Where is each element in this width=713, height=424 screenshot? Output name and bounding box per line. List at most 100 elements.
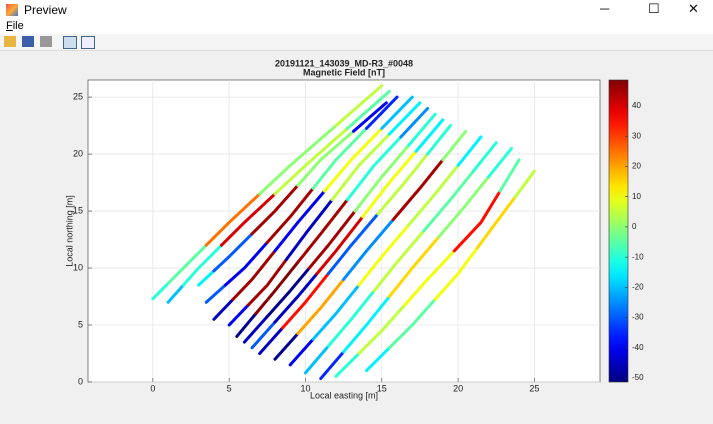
track-segment — [311, 283, 361, 341]
track-segment — [357, 303, 407, 356]
colorbar-tick-label: 20 — [632, 162, 641, 171]
track-segment — [281, 272, 330, 330]
title-bar: Preview ─ ☐ ✕ — [0, 0, 713, 20]
track-segment — [437, 175, 491, 239]
track-segment — [513, 169, 536, 199]
chart: 20191121_143039_MD-R3_#0048 Magnetic Fie… — [0, 51, 713, 424]
track-segment — [273, 272, 319, 324]
track-segment — [342, 295, 391, 354]
track-segment — [307, 209, 357, 270]
track-segment — [357, 223, 410, 287]
track-segment — [334, 84, 384, 128]
track-segment — [330, 132, 391, 202]
y-tick-label: 10 — [73, 262, 83, 272]
x-tick-label: 10 — [300, 383, 310, 393]
x-axis-label: Local easting [m] — [310, 390, 378, 400]
track-segment — [197, 269, 216, 287]
track-segment — [296, 198, 349, 264]
minimize-button[interactable]: ─ — [600, 1, 610, 16]
track-segment — [345, 89, 391, 130]
plot-area — [87, 79, 601, 383]
track-segment — [235, 312, 258, 338]
track-segment — [487, 146, 513, 179]
x-tick-label: 20 — [453, 383, 463, 393]
track-segment — [326, 289, 376, 348]
save-button[interactable] — [22, 36, 34, 47]
track-segment — [361, 149, 418, 219]
colorbar-tick-label: -40 — [632, 343, 644, 352]
track-segment — [181, 243, 224, 287]
x-tick-label: 15 — [377, 383, 387, 393]
track-segment — [296, 277, 346, 336]
track-segment — [246, 257, 288, 307]
y-axis-label: Local northing [m] — [64, 195, 74, 267]
track-segment — [498, 158, 521, 193]
track-segment — [399, 106, 430, 139]
menu-item[interactable]: File — [6, 20, 24, 32]
track-segment — [456, 135, 483, 167]
track-segment — [365, 95, 399, 130]
close-button[interactable]: ✕ — [688, 1, 699, 16]
track-segment — [352, 101, 388, 133]
colorbar-tick-label: -30 — [632, 313, 644, 322]
colorbar — [608, 79, 629, 383]
track-segment — [441, 129, 468, 162]
view-button[interactable] — [63, 36, 77, 49]
track-segment — [334, 352, 361, 378]
track-segment — [166, 283, 185, 304]
track-segment — [223, 240, 269, 287]
app-icon — [6, 4, 18, 16]
chart-subtitle: Magnetic Field [nT] — [303, 67, 385, 77]
track-segment — [342, 218, 395, 281]
track-segment — [151, 281, 170, 301]
track-segment — [204, 192, 262, 247]
track-segment — [433, 246, 479, 301]
open-button[interactable] — [4, 36, 16, 47]
maximize-button[interactable]: ☐ — [648, 1, 660, 16]
colorbar-tick-label: 30 — [632, 131, 641, 140]
colorbar-tick-label: 10 — [632, 192, 641, 201]
menu-bar: File — [0, 20, 713, 34]
y-tick-label: 25 — [73, 91, 83, 101]
track-segment — [452, 189, 502, 253]
track-segment — [273, 126, 349, 196]
track-segment — [376, 152, 430, 216]
track-segment — [227, 303, 250, 327]
track-segment — [387, 297, 437, 350]
track-segment — [166, 243, 208, 285]
track-segment — [254, 260, 300, 316]
y-tick-label: 0 — [78, 376, 83, 386]
track-segment — [391, 158, 445, 222]
track-segment — [258, 326, 285, 356]
track-segment — [372, 229, 426, 293]
window-title: Preview — [24, 3, 67, 17]
track-segment — [258, 124, 338, 196]
track-segment — [212, 232, 254, 273]
track-segment — [311, 126, 369, 190]
track-segment — [288, 337, 315, 367]
track-segment — [471, 141, 498, 173]
track-segment — [387, 101, 422, 136]
y-tick-label: 20 — [73, 148, 83, 158]
x-tick-label: 25 — [529, 383, 539, 393]
track-segment — [422, 169, 475, 233]
x-tick-label: 5 — [227, 383, 232, 393]
track-segment — [220, 192, 277, 247]
track-segment — [475, 195, 517, 250]
layout-button[interactable] — [81, 36, 95, 49]
print-button[interactable] — [40, 36, 52, 47]
track-segment — [265, 186, 315, 244]
y-tick-label: 15 — [73, 205, 83, 215]
toolbar — [0, 34, 713, 51]
track-segment — [303, 344, 330, 375]
track-segment — [204, 283, 227, 304]
track-segment — [387, 235, 441, 299]
track-segment — [326, 212, 380, 276]
track-segment — [273, 189, 327, 253]
track-segment — [323, 126, 384, 193]
y-tick-label: 5 — [78, 319, 83, 329]
x-tick-label: 0 — [150, 383, 155, 393]
track-segment — [273, 332, 300, 361]
track-segment — [242, 314, 269, 344]
